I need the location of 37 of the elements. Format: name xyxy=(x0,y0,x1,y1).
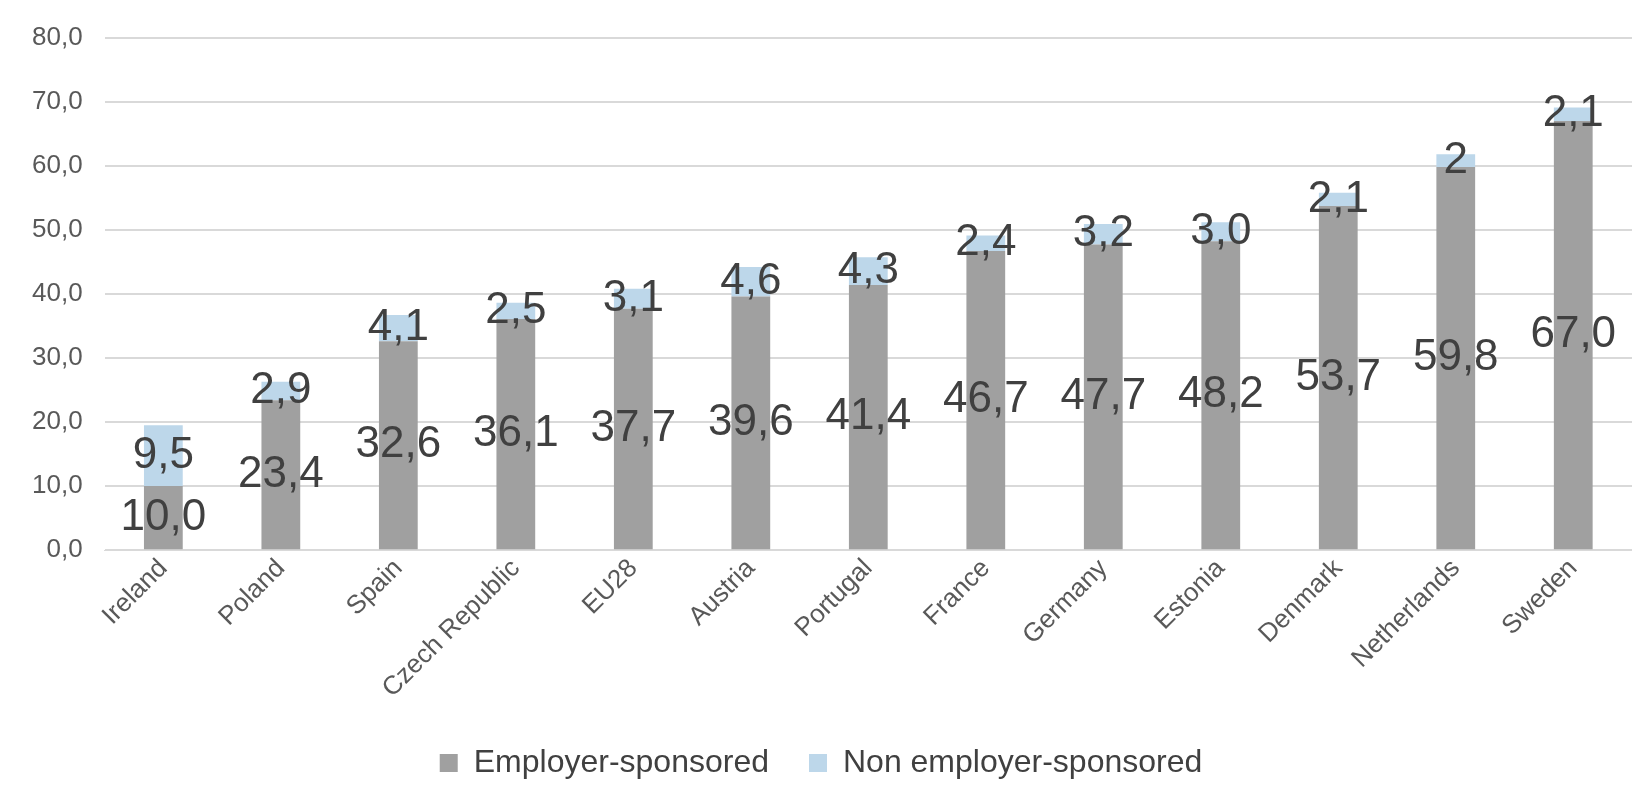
data-label: 2,1 xyxy=(1542,86,1604,136)
data-label: 2,1 xyxy=(1307,171,1369,221)
data-label: 39,6 xyxy=(707,394,794,444)
y-tick-label: 20,0 xyxy=(31,405,83,436)
y-tick-label: 30,0 xyxy=(31,341,83,372)
y-tick-label: 80,0 xyxy=(31,20,83,51)
data-label: 10,0 xyxy=(120,489,207,539)
data-label: 4,6 xyxy=(720,253,782,303)
y-tick-label: 50,0 xyxy=(31,212,83,243)
data-label: 37,7 xyxy=(590,401,677,451)
data-label: 53,7 xyxy=(1295,349,1382,399)
data-label: 59,8 xyxy=(1412,330,1499,380)
data-label: 3,1 xyxy=(602,270,664,320)
data-label: 9,5 xyxy=(132,427,194,477)
y-tick-label: 40,0 xyxy=(31,277,83,308)
data-label: 47,7 xyxy=(1060,369,1147,419)
data-label: 48,2 xyxy=(1177,367,1264,417)
data-label: 4,3 xyxy=(837,243,899,293)
data-label: 3,0 xyxy=(1190,203,1252,253)
data-label: 36,1 xyxy=(473,406,559,456)
data-label: 46,7 xyxy=(942,372,1029,422)
data-label: 23,4 xyxy=(238,446,324,496)
data-label: 3,2 xyxy=(1072,206,1134,256)
legend-label: Non employer-sponsored xyxy=(842,742,1203,779)
y-tick-label: 60,0 xyxy=(31,148,83,179)
data-label: 32,6 xyxy=(355,417,442,467)
data-label: 2 xyxy=(1443,132,1468,182)
data-label: 4,1 xyxy=(367,300,429,350)
data-label: 2,4 xyxy=(955,215,1017,265)
data-label: 41,4 xyxy=(825,389,912,439)
data-label: 2,5 xyxy=(485,283,547,333)
y-tick-label: 70,0 xyxy=(31,84,83,115)
legend-label: Employer-sponsored xyxy=(473,742,769,779)
data-label: 2,9 xyxy=(250,363,312,413)
y-tick-label: 0,0 xyxy=(46,533,83,564)
data-label: 67,0 xyxy=(1530,307,1617,357)
y-tick-label: 10,0 xyxy=(31,469,83,500)
